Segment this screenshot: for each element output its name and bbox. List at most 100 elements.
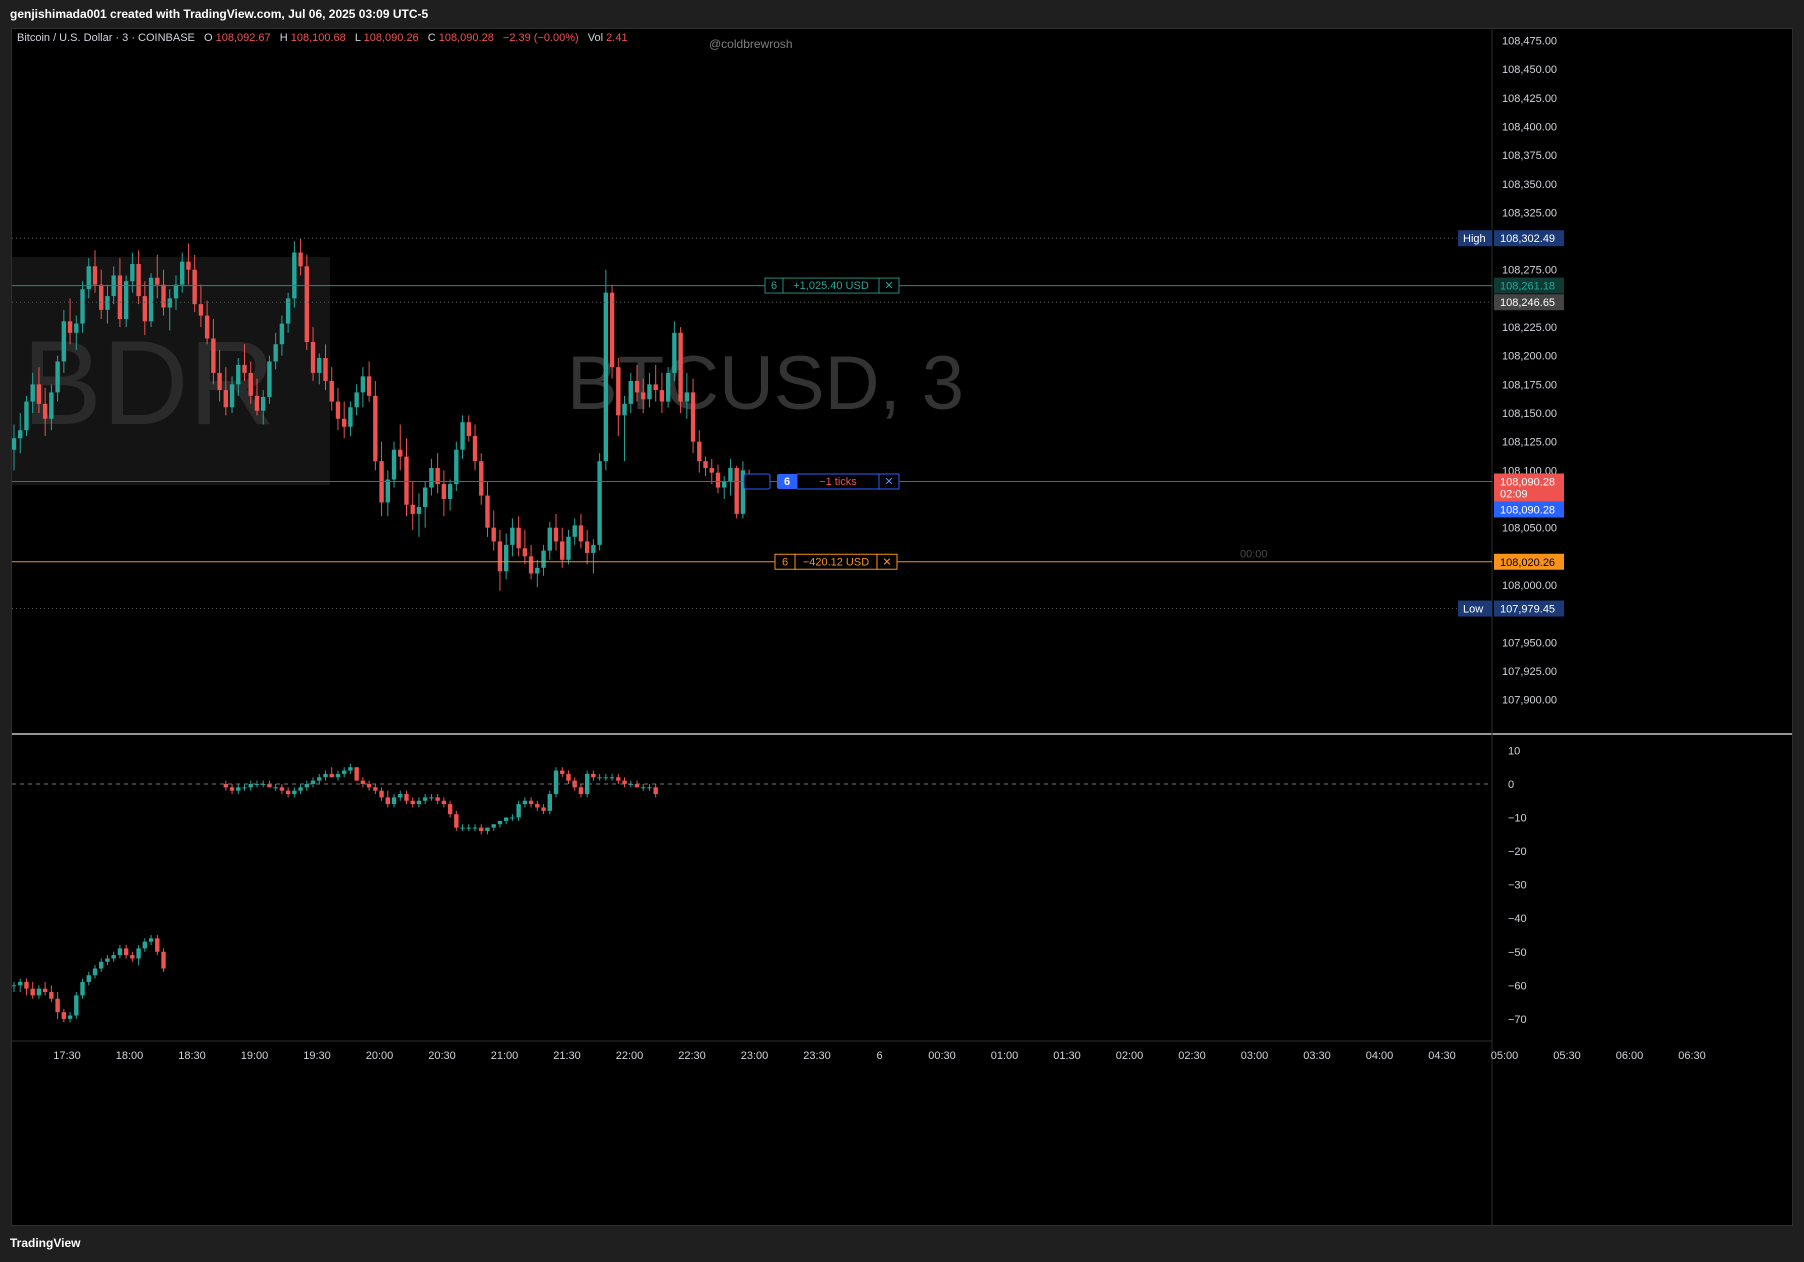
low-label-box: [1458, 600, 1492, 617]
candle-body: [180, 261, 185, 285]
close-icon: ✕: [884, 280, 893, 292]
candle-body: [422, 487, 428, 508]
indicator-candle-body: [136, 948, 141, 959]
close-position-button[interactable]: [878, 473, 900, 490]
candle-body: [684, 392, 690, 402]
indicator-candle-body: [123, 948, 129, 956]
price-tick-label: 108,350.00: [1502, 179, 1557, 191]
attribution-bar: genjishimada001 created with TradingView…: [0, 0, 1804, 28]
chart-canvas[interactable]: BDR BTCUSD, 3 @coldbrewrosh Bitcoin / U.…: [11, 29, 1792, 1225]
candle-body: [341, 418, 347, 427]
indicator-candle-body: [298, 787, 303, 791]
indicator-candle-body: [597, 777, 602, 779]
stop-loss-tag-text: 108,020.26: [1500, 557, 1555, 569]
indicator-candle-body: [329, 773, 334, 778]
candle-body: [429, 468, 434, 488]
indicator-candle-body: [373, 787, 378, 791]
price-tick-label: 108,400.00: [1502, 121, 1557, 133]
indicator-candle-body: [92, 968, 98, 976]
current-price-gray-tag-text: 108,246.65: [1500, 297, 1555, 309]
candle-body: [398, 449, 403, 457]
indicator-candle-body: [491, 824, 496, 828]
indicator-candle-body: [553, 770, 559, 795]
indicator-candle-body: [454, 814, 459, 828]
indicator-candle-body: [348, 767, 353, 771]
last-price-text: 108,090.28: [1500, 476, 1555, 488]
candle-body: [622, 403, 627, 416]
position-price-text: 108,090.28: [1500, 504, 1555, 516]
indicator-candle-body: [254, 783, 260, 785]
candle-body: [92, 266, 98, 285]
candle-body: [466, 422, 471, 436]
legend-l-label: L: [355, 32, 361, 44]
close-icon: ✕: [882, 556, 891, 568]
take-profit-widget[interactable]: 6 +1,025.40 USD ✕: [764, 277, 900, 294]
candle-body: [366, 376, 372, 396]
price-tick-label: 107,950.00: [1502, 637, 1557, 649]
indicator-candle-body: [398, 794, 403, 798]
indicator-candle-body: [86, 975, 91, 982]
candle-body: [584, 541, 590, 553]
price-tick-label: 108,275.00: [1502, 265, 1557, 277]
high-label: High: [1463, 233, 1486, 245]
cancel-stop-loss-button[interactable]: [876, 553, 898, 570]
indicator-candle-body: [248, 783, 253, 788]
candle-body: [198, 304, 204, 316]
candle-body: [510, 527, 515, 545]
indicator-candle-body: [354, 767, 359, 781]
indicator-candle-body: [528, 800, 534, 805]
candle-body: [603, 292, 609, 462]
candle-body: [715, 472, 721, 488]
candle-body: [304, 266, 310, 342]
legend-close: 108,090.28: [439, 32, 494, 44]
candle-body: [560, 541, 565, 560]
time-tick-label: 05:00: [1491, 1050, 1519, 1062]
candle-body: [99, 284, 104, 310]
candle-body: [354, 392, 359, 408]
candle-body: [254, 395, 260, 411]
stop-loss-widget[interactable]: 6 −420.12 USD ✕: [774, 553, 898, 570]
indicator-candle-body: [323, 773, 328, 778]
indicator-candle-body: [616, 777, 621, 781]
time-tick-label: 23:30: [803, 1050, 831, 1062]
candle-body: [323, 358, 328, 381]
high-label-box: [1458, 230, 1492, 247]
candle-body: [192, 269, 197, 305]
candle-body: [55, 361, 60, 393]
chart-area[interactable]: BDR BTCUSD, 3 @coldbrewrosh Bitcoin / U.…: [11, 28, 1793, 1226]
candle-body: [173, 284, 179, 299]
position-qty-badge[interactable]: [777, 473, 797, 489]
candle-body: [298, 252, 303, 267]
indicator-candle-body: [80, 981, 85, 996]
position-widget[interactable]: 6 −1 ticks ✕: [743, 473, 900, 490]
indicator-candle-body: [522, 800, 528, 805]
current-price-gray-tag: [1494, 294, 1564, 311]
time-tick-label: 21:30: [553, 1050, 581, 1062]
legend-low: 108,090.26: [364, 32, 419, 44]
svg-text:Bitcoin / U.S. Dollar · 3 · CO: Bitcoin / U.S. Dollar · 3 · COINBASE O 1…: [17, 32, 628, 44]
indicator-tick-label: −50: [1508, 947, 1527, 959]
candle-body: [553, 527, 559, 542]
candle-body: [672, 332, 677, 373]
candle-body: [273, 344, 278, 362]
legend-o-label: O: [204, 32, 213, 44]
price-tick-label: 108,425.00: [1502, 93, 1557, 105]
cancel-take-profit-button[interactable]: [878, 277, 900, 294]
candle-body: [161, 284, 166, 308]
candle-body: [123, 281, 129, 320]
indicator-tick-label: −20: [1508, 846, 1527, 858]
indicator-candle-body: [55, 998, 60, 1013]
candle-body: [142, 296, 148, 322]
reverse-position-button[interactable]: [743, 473, 771, 490]
indicator-candle-body: [111, 955, 116, 959]
price-tick-label: 108,150.00: [1502, 408, 1557, 420]
candle-body: [516, 527, 521, 549]
indicator-candle-body: [460, 827, 465, 829]
candle-body: [566, 536, 571, 560]
indicator-candle-body: [310, 780, 316, 784]
candle-body: [217, 372, 222, 391]
time-tick-label: 23:00: [741, 1050, 769, 1062]
indicator-candle-body: [366, 783, 372, 788]
candle-body: [18, 430, 23, 439]
tradingview-logo[interactable]: TradingView: [10, 1236, 81, 1250]
